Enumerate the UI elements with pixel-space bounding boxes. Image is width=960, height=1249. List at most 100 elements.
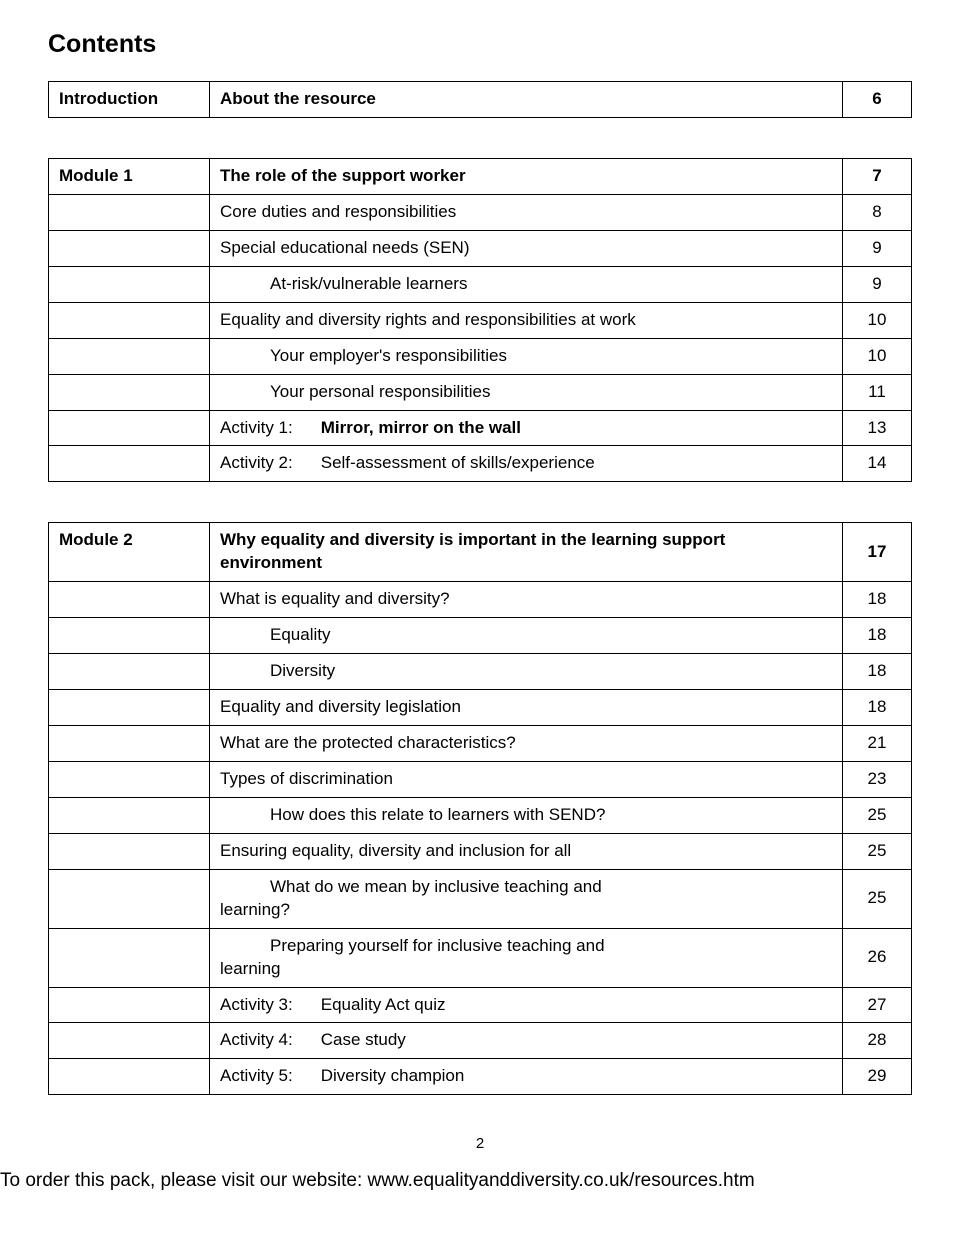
toc-entry: Activity 3: Equality Act quiz bbox=[210, 987, 843, 1023]
toc-page: 18 bbox=[843, 654, 912, 690]
intro-label: Introduction bbox=[49, 82, 210, 118]
toc-entry: Equality bbox=[210, 618, 843, 654]
table-row: What is equality and diversity? 18 bbox=[49, 582, 912, 618]
activity-text: Mirror, mirror on the wall bbox=[321, 418, 521, 437]
toc-entry: Equality and diversity rights and respon… bbox=[210, 302, 843, 338]
cell-blank bbox=[49, 230, 210, 266]
table-row: Your personal responsibilities 11 bbox=[49, 374, 912, 410]
cell-blank bbox=[49, 1059, 210, 1095]
toc-entry: Activity 4: Case study bbox=[210, 1023, 843, 1059]
toc-page: 8 bbox=[843, 194, 912, 230]
toc-page: 25 bbox=[843, 833, 912, 869]
toc-entry: Your personal responsibilities bbox=[210, 374, 843, 410]
page-number: 2 bbox=[48, 1135, 912, 1152]
cell-blank bbox=[49, 374, 210, 410]
activity-label: Activity 4: bbox=[220, 1029, 316, 1052]
toc-entry: Your employer's responsibilities bbox=[210, 338, 843, 374]
toc-entry-text: Equality bbox=[220, 624, 330, 647]
cell-blank bbox=[49, 618, 210, 654]
table-row: Activity 5: Diversity champion 29 bbox=[49, 1059, 912, 1095]
toc-entry-text: Diversity bbox=[220, 660, 335, 683]
toc-entry: Types of discrimination bbox=[210, 761, 843, 797]
table-row: Equality and diversity rights and respon… bbox=[49, 302, 912, 338]
module2-heading: Why equality and diversity is important … bbox=[210, 523, 843, 582]
toc-entry: Preparing yourself for inclusive teachin… bbox=[210, 928, 843, 987]
toc-page: 21 bbox=[843, 726, 912, 762]
toc-page: 18 bbox=[843, 618, 912, 654]
cell-blank bbox=[49, 194, 210, 230]
toc-page: 26 bbox=[843, 928, 912, 987]
toc-module1-table: Module 1 The role of the support worker … bbox=[48, 158, 912, 482]
toc-page: 18 bbox=[843, 690, 912, 726]
toc-entry-line2: learning? bbox=[220, 900, 290, 919]
toc-page: 9 bbox=[843, 230, 912, 266]
activity-label: Activity 5: bbox=[220, 1065, 316, 1088]
table-row: What are the protected characteristics? … bbox=[49, 726, 912, 762]
cell-blank bbox=[49, 410, 210, 446]
intro-page: 6 bbox=[843, 82, 912, 118]
table-row: Introduction About the resource 6 bbox=[49, 82, 912, 118]
toc-intro-table: Introduction About the resource 6 bbox=[48, 81, 912, 118]
toc-entry: Diversity bbox=[210, 654, 843, 690]
toc-page: 27 bbox=[843, 987, 912, 1023]
activity-text: Equality Act quiz bbox=[321, 995, 446, 1014]
activity-label: Activity 2: bbox=[220, 452, 316, 475]
toc-entry: What are the protected characteristics? bbox=[210, 726, 843, 762]
toc-page: 28 bbox=[843, 1023, 912, 1059]
cell-blank bbox=[49, 302, 210, 338]
cell-blank bbox=[49, 928, 210, 987]
toc-page: 25 bbox=[843, 797, 912, 833]
toc-page: 14 bbox=[843, 446, 912, 482]
toc-page: 13 bbox=[843, 410, 912, 446]
table-row: Activity 4: Case study 28 bbox=[49, 1023, 912, 1059]
toc-entry: Equality and diversity legislation bbox=[210, 690, 843, 726]
table-row: Core duties and responsibilities 8 bbox=[49, 194, 912, 230]
toc-page: 11 bbox=[843, 374, 912, 410]
cell-blank bbox=[49, 726, 210, 762]
cell-blank bbox=[49, 654, 210, 690]
toc-entry: Core duties and responsibilities bbox=[210, 194, 843, 230]
cell-blank bbox=[49, 690, 210, 726]
cell-blank bbox=[49, 797, 210, 833]
toc-entry-text: How does this relate to learners with SE… bbox=[220, 804, 605, 827]
cell-blank bbox=[49, 833, 210, 869]
table-row: Special educational needs (SEN) 9 bbox=[49, 230, 912, 266]
activity-label: Activity 1: bbox=[220, 417, 316, 440]
toc-entry-line1: What do we mean by inclusive teaching an… bbox=[220, 876, 602, 899]
table-row: Activity 3: Equality Act quiz 27 bbox=[49, 987, 912, 1023]
toc-entry-text: Your personal responsibilities bbox=[220, 381, 491, 404]
page-title: Contents bbox=[48, 30, 912, 59]
cell-blank bbox=[49, 761, 210, 797]
toc-page: 23 bbox=[843, 761, 912, 797]
module2-label: Module 2 bbox=[49, 523, 210, 582]
toc-entry: Activity 1: Mirror, mirror on the wall bbox=[210, 410, 843, 446]
table-row: Module 1 The role of the support worker … bbox=[49, 158, 912, 194]
activity-text: Case study bbox=[321, 1030, 406, 1049]
toc-page: 29 bbox=[843, 1059, 912, 1095]
cell-blank bbox=[49, 869, 210, 928]
toc-entry-line2: learning bbox=[220, 959, 281, 978]
toc-page: 25 bbox=[843, 869, 912, 928]
footer-link: To order this pack, please visit our web… bbox=[0, 1170, 912, 1192]
table-row: Ensuring equality, diversity and inclusi… bbox=[49, 833, 912, 869]
toc-page: 10 bbox=[843, 302, 912, 338]
module1-label: Module 1 bbox=[49, 158, 210, 194]
table-row: Activity 1: Mirror, mirror on the wall 1… bbox=[49, 410, 912, 446]
module1-heading-page: 7 bbox=[843, 158, 912, 194]
activity-label: Activity 3: bbox=[220, 994, 316, 1017]
table-row: Your employer's responsibilities 10 bbox=[49, 338, 912, 374]
toc-page: 10 bbox=[843, 338, 912, 374]
toc-entry: How does this relate to learners with SE… bbox=[210, 797, 843, 833]
cell-blank bbox=[49, 446, 210, 482]
table-row: Equality and diversity legislation 18 bbox=[49, 690, 912, 726]
table-row: Activity 2: Self-assessment of skills/ex… bbox=[49, 446, 912, 482]
toc-entry: Activity 5: Diversity champion bbox=[210, 1059, 843, 1095]
table-row: How does this relate to learners with SE… bbox=[49, 797, 912, 833]
toc-entry: At-risk/vulnerable learners bbox=[210, 266, 843, 302]
cell-blank bbox=[49, 338, 210, 374]
cell-blank bbox=[49, 266, 210, 302]
toc-entry: Ensuring equality, diversity and inclusi… bbox=[210, 833, 843, 869]
toc-page: 18 bbox=[843, 582, 912, 618]
table-row: Equality 18 bbox=[49, 618, 912, 654]
activity-text: Diversity champion bbox=[321, 1066, 465, 1085]
